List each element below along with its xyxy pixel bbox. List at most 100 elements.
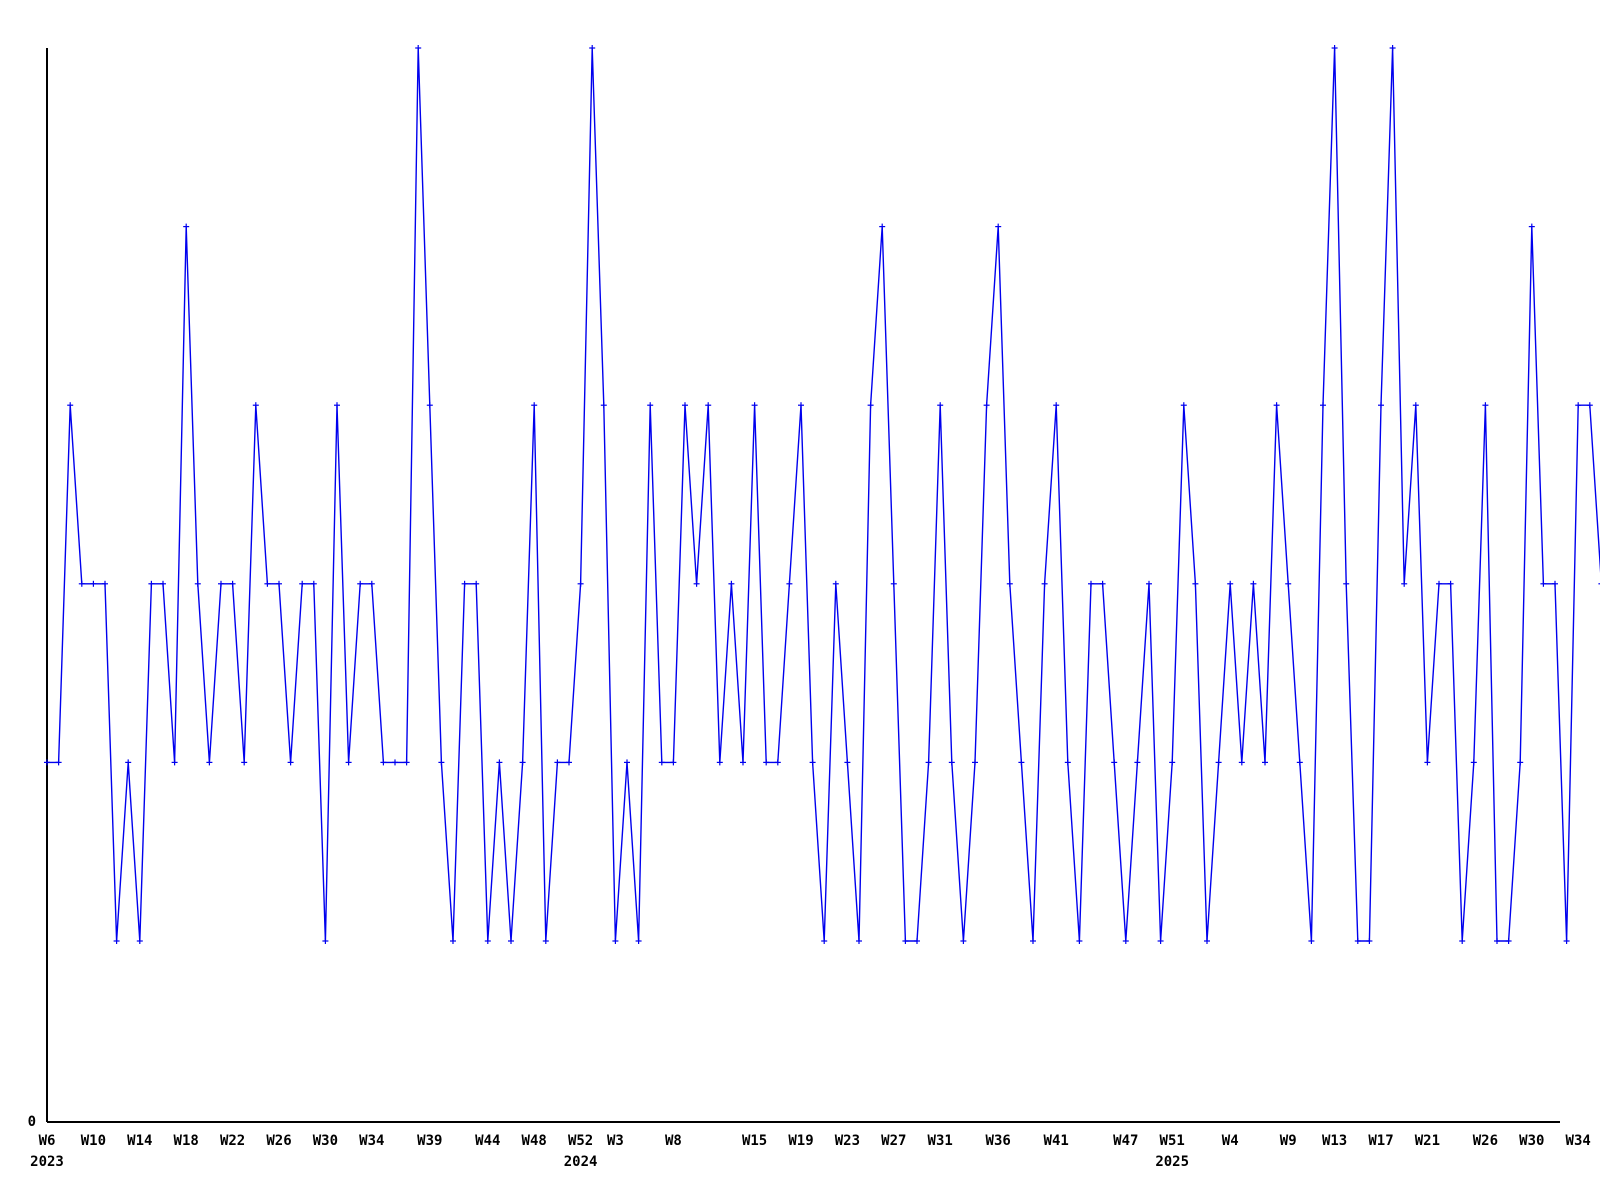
data-point-marker	[972, 759, 978, 766]
data-point-marker	[484, 938, 491, 944]
data-point-marker	[403, 759, 410, 766]
y-axis-tick-labels: 0	[28, 1114, 36, 1130]
data-point-marker	[1540, 580, 1547, 587]
data-point-marker	[160, 580, 166, 587]
x-axis-tick-labels: W6 W10 W14 W18 W22 W26 W30 W34 W39 W44 W48 W52 W3 W8 W…	[39, 1133, 1591, 1149]
data-point-marker	[380, 759, 387, 766]
data-point-marker	[600, 402, 607, 409]
data-point-marker	[1296, 759, 1303, 766]
data-point-marker	[1076, 938, 1083, 944]
data-point-marker	[136, 938, 143, 944]
data-point-marker	[1470, 759, 1477, 766]
data-point-marker	[1528, 223, 1535, 230]
data-point-marker	[937, 402, 944, 409]
x-axis-year-label: 2024	[564, 1154, 598, 1170]
data-point-marker	[1030, 938, 1036, 944]
x-tick-label: W15	[742, 1133, 767, 1149]
data-point-marker	[1575, 402, 1582, 409]
data-point-marker	[1006, 580, 1013, 587]
data-point-marker	[867, 402, 874, 409]
data-point-marker	[1018, 759, 1025, 766]
data-point-marker	[392, 759, 398, 766]
data-point-marker	[496, 759, 503, 766]
data-point-marker	[206, 759, 213, 766]
data-point-marker	[125, 759, 132, 766]
data-point-marker	[658, 759, 665, 766]
x-tick-label: W21	[1415, 1133, 1440, 1149]
data-point-marker	[1459, 938, 1466, 944]
data-point-marker	[310, 580, 317, 587]
data-point-marker	[856, 938, 862, 944]
data-point-marker	[1494, 938, 1500, 944]
data-point-marker	[1354, 938, 1361, 944]
data-point-marker	[1157, 938, 1164, 944]
data-point-marker	[1238, 759, 1245, 766]
x-tick-label: W34	[1566, 1133, 1591, 1149]
x-tick-label: W22	[220, 1133, 245, 1149]
x-tick-label: W9	[1280, 1133, 1297, 1149]
data-point-marker	[624, 759, 630, 766]
data-point-marker	[113, 938, 120, 944]
data-point-marker	[1192, 580, 1199, 587]
data-point-marker	[461, 580, 468, 587]
data-point-marker	[345, 759, 352, 766]
x-tick-label: W19	[788, 1133, 813, 1149]
data-point-marker	[786, 580, 793, 587]
x-tick-label: W34	[359, 1133, 384, 1149]
data-point-marker	[577, 580, 584, 587]
data-point-marker	[148, 580, 155, 587]
x-tick-label: W23	[835, 1133, 860, 1149]
data-point-marker	[276, 580, 282, 587]
data-point-marker	[1331, 45, 1338, 51]
data-point-marker	[334, 402, 340, 409]
x-tick-label: W36	[986, 1133, 1011, 1149]
data-point-marker	[1598, 583, 1600, 585]
x-axis-year-labels: 2023 2024 2025	[30, 1154, 1189, 1170]
x-tick-label: W31	[928, 1133, 953, 1149]
data-point-marker	[415, 45, 422, 51]
data-point-marker	[1064, 759, 1071, 766]
data-point-markers	[44, 45, 1600, 944]
data-point-marker	[218, 580, 224, 587]
data-point-marker	[960, 938, 967, 944]
data-point-marker	[473, 580, 480, 587]
x-tick-label: W30	[313, 1133, 338, 1149]
data-point-marker	[1447, 580, 1454, 587]
x-tick-label: W14	[127, 1133, 152, 1149]
x-tick-label: W30	[1519, 1133, 1544, 1149]
axes-group	[46, 48, 1560, 1123]
data-point-marker	[925, 759, 932, 766]
data-point-marker	[948, 759, 955, 766]
data-point-marker	[693, 580, 700, 587]
data-point-marker	[508, 938, 514, 944]
data-point-marker	[229, 580, 236, 587]
data-point-marker	[1505, 938, 1512, 944]
data-point-marker	[194, 580, 201, 587]
data-point-marker	[1436, 580, 1442, 587]
data-point-marker	[368, 580, 375, 587]
data-point-marker	[763, 759, 770, 766]
x-tick-label: W26	[1473, 1133, 1498, 1149]
data-point-marker	[1320, 402, 1326, 409]
data-point-marker	[832, 580, 839, 587]
data-point-marker	[241, 759, 248, 766]
data-point-marker	[1250, 580, 1257, 587]
data-point-marker	[426, 402, 433, 409]
data-point-marker	[1134, 759, 1141, 766]
x-tick-label: W44	[475, 1133, 500, 1149]
data-point-marker	[55, 759, 62, 766]
data-point-marker	[798, 402, 804, 409]
data-point-marker	[1180, 402, 1187, 409]
data-point-marker	[1401, 580, 1408, 587]
x-tick-label: W3	[607, 1133, 624, 1149]
x-tick-label: W26	[266, 1133, 291, 1149]
x-tick-label: W41	[1044, 1133, 1069, 1149]
data-point-marker	[890, 580, 897, 587]
x-tick-label: W18	[174, 1133, 199, 1149]
data-point-marker	[1412, 402, 1419, 409]
data-point-marker	[1099, 580, 1106, 587]
data-point-marker	[1273, 402, 1280, 409]
data-point-marker	[809, 759, 816, 766]
